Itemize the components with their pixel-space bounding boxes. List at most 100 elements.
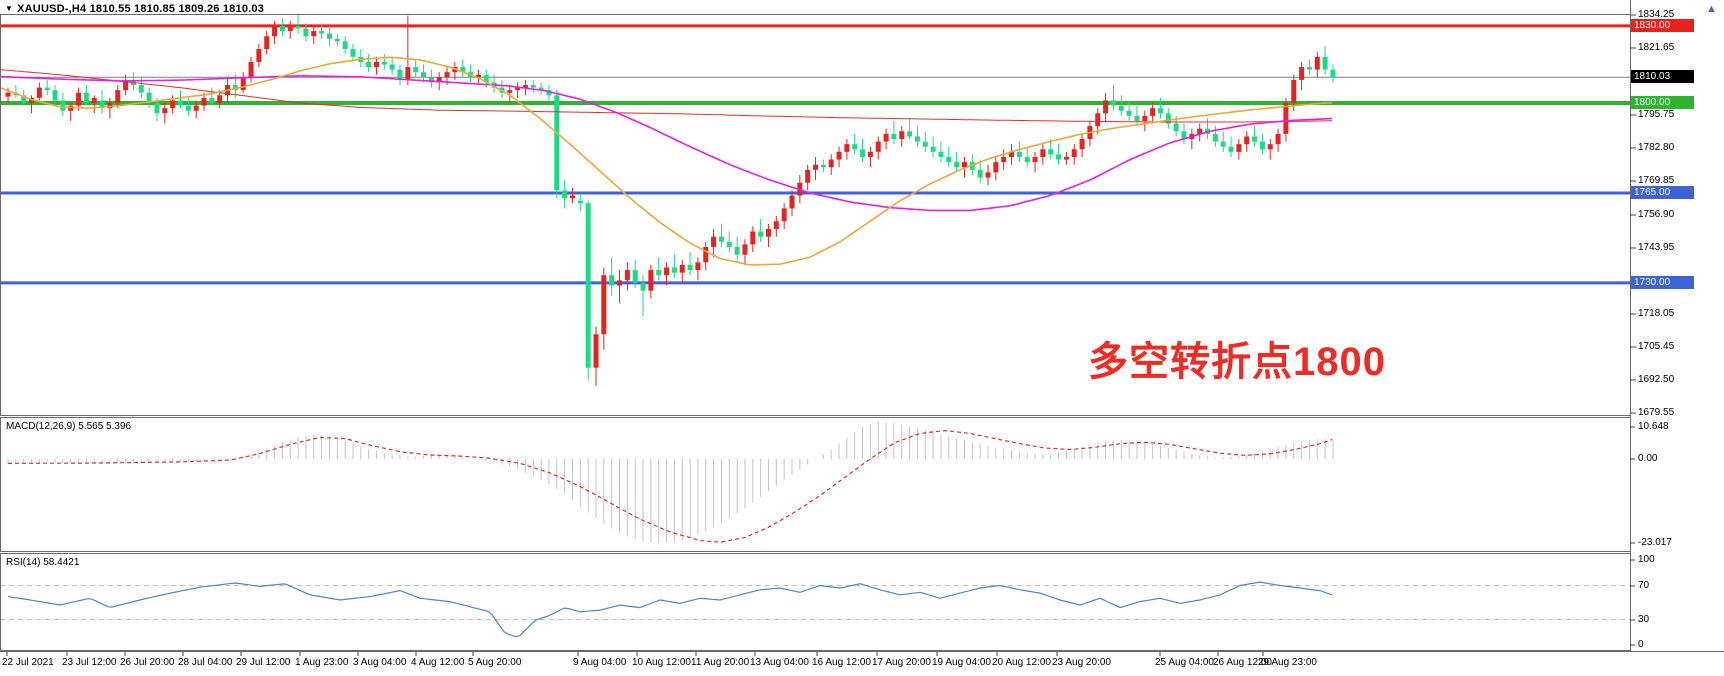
candle-body	[1040, 149, 1046, 157]
candle-body	[83, 92, 89, 104]
candle-body	[617, 280, 623, 286]
candle-body	[852, 144, 858, 150]
candle-body	[217, 95, 223, 104]
candle-body	[1095, 113, 1101, 127]
candle-body	[969, 162, 975, 170]
macd-panel-border	[0, 417, 1631, 552]
candle-body	[1134, 115, 1140, 122]
candle-body	[844, 144, 850, 152]
candle-body	[1126, 110, 1132, 116]
candle-body	[907, 131, 913, 137]
candle-body	[209, 97, 215, 104]
candle-body	[813, 164, 819, 170]
candle-body	[977, 169, 983, 178]
candle-body	[922, 141, 928, 147]
macd-scale-label: 10.648	[1638, 421, 1669, 432]
time-axis-label: 28 Jul 04:00	[178, 657, 233, 668]
time-axis-label: 9 Aug 04:00	[573, 657, 627, 668]
chart-title: ▼ XAUUSD-,H4 1810.55 1810.85 1809.26 1810…	[5, 3, 264, 15]
price-badge-support-1730[interactable]: 1730.00	[1631, 276, 1694, 289]
autoscroll-marker-icon[interactable]: ▲	[1706, 3, 1717, 15]
candle-body	[185, 105, 191, 111]
rsi-scale-label: 0	[1638, 639, 1644, 650]
main-panel-border	[0, 14, 1631, 416]
candle-body	[1032, 156, 1038, 163]
candle-body	[593, 334, 599, 368]
price-tick-label: 1769.85	[1638, 175, 1675, 186]
candle-body	[624, 270, 630, 281]
candle-body	[954, 162, 960, 168]
time-axis-label: 10 Aug 12:00	[632, 657, 691, 668]
rsi-scale-label: 30	[1638, 614, 1650, 625]
candle-body	[421, 72, 427, 78]
candle-body	[577, 200, 583, 204]
candle-body	[562, 190, 568, 199]
candle-body	[52, 90, 58, 101]
candle-body	[1252, 136, 1258, 142]
price-badge-support-1765[interactable]: 1765.00	[1631, 186, 1694, 199]
dropdown-arrow-icon[interactable]: ▼	[5, 4, 14, 13]
candle-body	[436, 77, 442, 83]
candle-body	[609, 275, 615, 286]
candle-body	[985, 172, 991, 178]
candle-body	[867, 151, 873, 157]
candle-body	[295, 25, 301, 29]
candle-body	[1048, 149, 1054, 155]
price-badge-pivot-1800[interactable]: 1800.00	[1631, 96, 1694, 109]
candle-body	[875, 141, 881, 152]
chart-title-text: XAUUSD-,H4 1810.55 1810.85 1809.26 1810.…	[17, 3, 265, 15]
candle-body	[726, 241, 732, 247]
price-tick-label: 1782.80	[1638, 142, 1675, 153]
candle-body	[287, 25, 293, 32]
candle-body	[1024, 156, 1030, 163]
candle-body	[914, 136, 920, 142]
price-tick-label: 1718.05	[1638, 308, 1675, 319]
price-badge-resistance-1830[interactable]: 1830.00	[1631, 19, 1694, 32]
candle-body	[1275, 133, 1281, 145]
candle-body	[781, 208, 787, 222]
candle-body	[860, 149, 866, 157]
candle-body	[1228, 146, 1234, 152]
candle-body	[68, 105, 74, 111]
candle-body	[1283, 103, 1289, 134]
candle-body	[29, 97, 35, 104]
candle-body	[107, 103, 113, 109]
candle-body	[1291, 79, 1297, 104]
candle-body	[123, 79, 129, 91]
candle-body	[938, 151, 944, 157]
time-axis-label: 4 Aug 12:00	[411, 657, 465, 668]
candle-body	[750, 231, 756, 245]
candle-body	[1197, 128, 1203, 134]
candle-body	[765, 228, 771, 237]
candle-body	[891, 133, 897, 140]
candle-body	[413, 67, 419, 73]
annotation-text[interactable]: 多空转折点1800	[1088, 340, 1386, 384]
candle-body	[232, 85, 238, 91]
ma-magenta-line	[0, 75, 1333, 212]
candle-body	[240, 77, 246, 91]
candle-body	[264, 36, 270, 50]
time-axis-label: 29 Aug 23:00	[1258, 657, 1317, 668]
candle-body	[319, 31, 325, 34]
candle-body	[1181, 131, 1187, 140]
candle-body	[366, 61, 372, 68]
candle-body	[256, 49, 262, 62]
ma-orange-line	[0, 56, 1333, 266]
candle-body	[115, 90, 121, 104]
candle-body	[475, 74, 481, 78]
candle-body	[350, 49, 356, 57]
time-axis-label: 13 Aug 04:00	[750, 657, 809, 668]
candle-body	[1118, 105, 1124, 111]
candle-body	[679, 264, 685, 273]
candle-body	[742, 244, 748, 255]
price-tick-label: 1705.45	[1638, 341, 1675, 352]
price-tick-label: 1692.50	[1638, 374, 1675, 385]
macd-scale-label: 0.00	[1638, 453, 1658, 464]
candle-body	[671, 267, 677, 273]
candle-body	[1071, 149, 1077, 157]
time-axis-label: 23 Jul 12:00	[62, 657, 117, 668]
rsi-scale-label: 100	[1638, 554, 1655, 565]
candle-body	[60, 100, 66, 111]
candle-body	[664, 267, 670, 276]
